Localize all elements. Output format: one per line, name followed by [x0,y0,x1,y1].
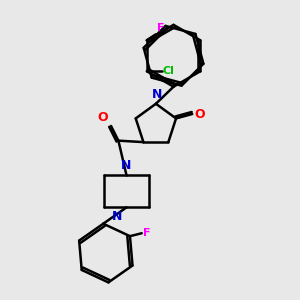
Text: O: O [98,112,108,124]
Text: Cl: Cl [163,66,175,76]
Text: N: N [121,159,132,172]
Text: F: F [143,228,151,238]
Text: N: N [112,210,122,224]
Text: N: N [152,88,163,101]
Text: O: O [195,107,205,121]
Text: F: F [157,23,165,33]
